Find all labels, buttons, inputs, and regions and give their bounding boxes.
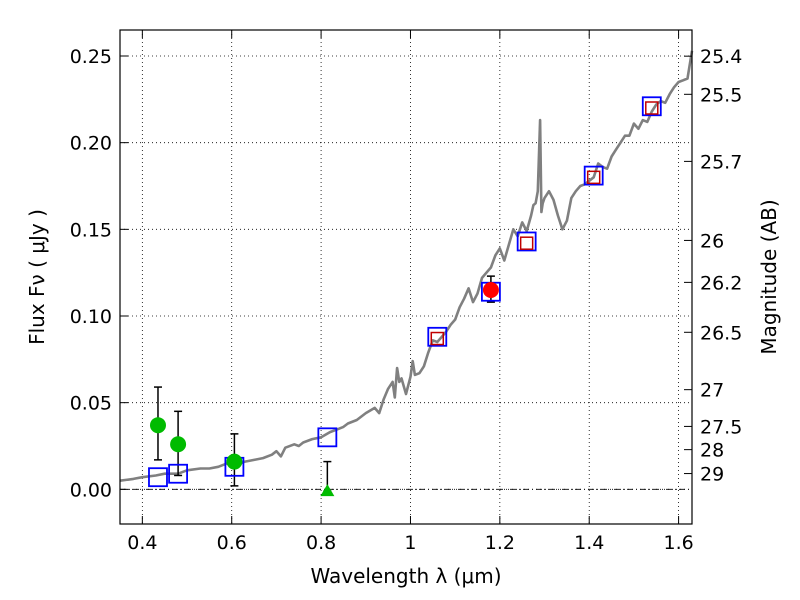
right-tick-label: 27 (700, 380, 724, 402)
model-photometry-square (427, 326, 448, 347)
x-axis-label: Wavelength λ (μm) (310, 564, 501, 588)
data-markers (148, 96, 662, 497)
upper-limit-triangle (320, 484, 335, 497)
x-tick-labels: 0.4 0.6 0.8 1 1.2 1.4 1.6 (127, 532, 693, 554)
right-tick-label: 26.2 (700, 272, 742, 294)
spectrum-series (119, 50, 694, 482)
right-tick-label: 27.5 (700, 416, 742, 438)
y-axis-label: Flux Fν ( μJy ) (25, 209, 49, 345)
x-tick-label: 1.4 (574, 532, 604, 554)
measurement-point (226, 453, 243, 470)
x-tick-label: 0.4 (127, 532, 157, 554)
plot-frame (119, 29, 693, 525)
right-axis-label: Magnitude (AB) (757, 199, 781, 354)
right-tick-label: 28 (700, 440, 724, 462)
measurement-point (170, 436, 187, 453)
nearir-flux-square (430, 331, 445, 346)
measurement-point (149, 417, 166, 434)
model-photometry-square (317, 427, 338, 448)
right-tick-label: 29 (700, 464, 724, 486)
model-photometry-square (641, 96, 662, 117)
axis-ticks (120, 30, 692, 524)
right-tick-label: 25.5 (700, 84, 742, 106)
x-tick-label: 0.8 (306, 532, 336, 554)
plot-background (120, 30, 692, 524)
nearir-flux-square (519, 236, 534, 250)
nearir-flux-square (586, 170, 601, 185)
y-tick-label: 0.20 (70, 133, 112, 155)
model-photometry-square (516, 231, 537, 252)
x-tick-label: 1 (404, 532, 416, 554)
y-tick-label: 0.15 (70, 219, 112, 241)
y-tick-label: 0.00 (70, 479, 112, 501)
x-tick-label: 0.6 (217, 532, 247, 554)
model-photometry-square (583, 165, 604, 186)
y-tick-labels: 0.00 0.05 0.10 0.15 0.20 0.25 (70, 46, 112, 501)
model-photometry-square (168, 463, 188, 484)
right-tick-label: 25.7 (700, 151, 742, 173)
grid-lines (120, 30, 692, 524)
model-photometry-square (148, 467, 168, 488)
right-tick-label: 26 (700, 230, 724, 252)
nearir-flux-square (645, 101, 659, 115)
y-tick-label: 0.05 (70, 393, 112, 415)
x-tick-label: 1.2 (485, 532, 515, 554)
right-tick-label: 26.5 (700, 322, 742, 344)
right-tick-label: 25.4 (700, 46, 742, 68)
y-tick-label: 0.10 (70, 306, 112, 328)
measurement-point (482, 282, 499, 298)
x-tick-label: 1.6 (663, 532, 693, 554)
spectrum-line (119, 50, 694, 482)
y-tick-label: 0.25 (70, 46, 112, 68)
